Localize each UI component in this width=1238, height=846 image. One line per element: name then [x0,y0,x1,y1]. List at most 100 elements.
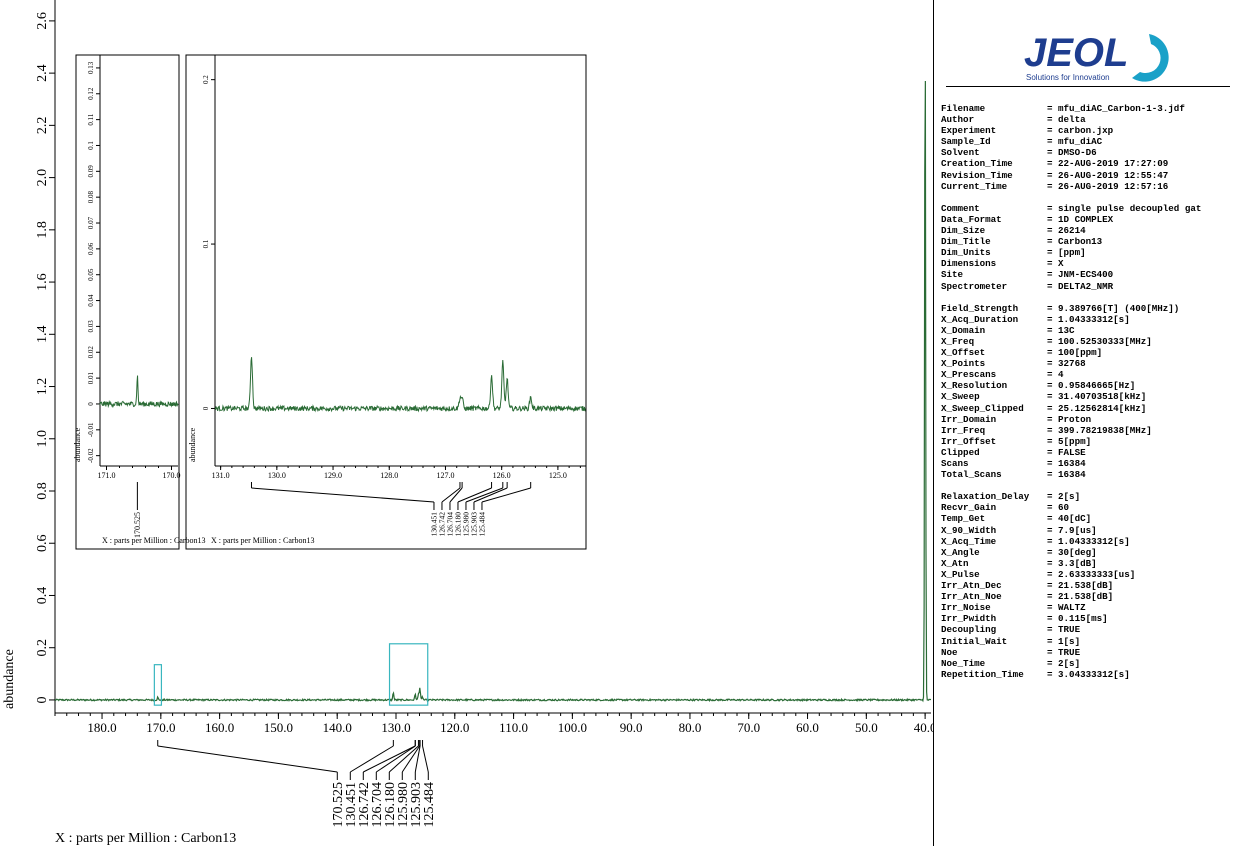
metadata-key: X_Freq [941,335,975,347]
metadata-row: X_Domain = 13C [941,325,1201,336]
metadata-key: X_Acq_Time [941,535,997,547]
metadata-key: Dim_Units [941,247,991,259]
metadata-key: Site [941,269,964,281]
main-spectrum-x-tick-label: 60.0 [796,720,819,735]
inset-left-y-tick-label: 0.01 [87,371,95,384]
inset-right-peak-leader [251,487,435,503]
main-spectrum-y-tick-label: 2.2 [35,117,50,135]
metadata-value: = 16384 [1047,458,1086,469]
jeol-logo: JEOL Solutions for Innovation [946,12,1230,87]
metadata-row: X_Sweep_Clipped = 25.12562814[kHz] [941,403,1201,414]
metadata-value: = WALTZ [1047,602,1086,614]
main-spectrum-peak-leader [157,745,338,773]
main-spectrum-peak-leader [350,745,394,773]
metadata-key: Irr_Pwidth [941,613,997,625]
inset-right-peak-label: 125.484 [478,512,487,537]
metadata-key: Data_Format [941,213,1002,225]
metadata-value: = delta [1047,114,1086,126]
metadata-row: Relaxation_Delay = 2[s] [941,491,1201,502]
main-spectrum-x-tick-label: 150.0 [264,720,293,735]
inset-right-peak-leader [473,487,508,503]
metadata-value: = 16384 [1047,469,1086,481]
main-spectrum-x-tick-label: 160.0 [205,720,234,735]
metadata-row: Irr_Freq = 399.78219838[MHz] [941,425,1201,436]
metadata-key: X_Domain [941,324,986,336]
main-spectrum-y-tick-label: 0.6 [35,534,50,552]
metadata-key: Total_Scans [941,469,1002,481]
main-spectrum-y-tick-label: 0.2 [35,639,50,657]
metadata-value: = 9.389766[T] (400[MHz]) [1047,302,1180,314]
metadata-value: = 2[s] [1047,657,1081,669]
inset-left-y-tick-label: 0.13 [87,61,95,74]
metadata-key: Current_Time [941,180,1008,192]
metadata-key: Irr_Atn_Dec [941,580,1002,592]
metadata-key: X_Resolution [941,380,1008,392]
metadata-key: Irr_Freq [941,424,986,436]
main-spectrum-x-tick-label: 170.0 [146,720,175,735]
inset-left-y-tick-label: 0.09 [87,165,95,178]
metadata-row: Noe = TRUE [941,647,1201,658]
inset-left-x-label: X : parts per Million : Carbon13 [102,536,206,545]
metadata-value: = Proton [1047,413,1092,425]
metadata-value: = 26214 [1047,225,1086,237]
metadata-key: Initial_Wait [941,635,1008,647]
metadata-row: Author = delta [941,114,1201,125]
inset-left-y-tick-label: -0.01 [87,422,95,437]
metadata-value: = 3.04333312[s] [1047,668,1130,680]
inset-right-peak-label: 130.451 [430,512,439,537]
inset-right-peak-leader [481,487,531,503]
main-spectrum-y-tick-label: 1.8 [35,221,50,239]
metadata-spacer [941,480,1201,491]
main-spectrum-y-tick-label: 0.8 [35,482,50,500]
inset-right-trace [214,357,587,413]
inset-right-x-tick-label: 128.0 [380,471,398,480]
metadata-value: = DMSO-D6 [1047,147,1097,159]
metadata-value: = mfu_diAC [1047,136,1103,148]
metadata-value: = 40[dC] [1047,513,1092,525]
metadata-key: Noe_Time [941,657,986,669]
inset-left-y-tick-label: 0.05 [87,268,95,281]
metadata-value: = TRUE [1047,624,1081,636]
metadata-spacer [941,192,1201,203]
main-spectrum-y-tick-label: 1.0 [35,430,50,448]
metadata-key: Comment [941,202,980,214]
metadata-value: = JNM-ECS400 [1047,269,1114,281]
inset-left-y-tick-label: 0.12 [87,87,95,100]
metadata-value: = 3.3[dB] [1047,557,1097,569]
main-spectrum-y-tick-label: 1.6 [35,273,50,291]
main-spectrum-peak-leader [376,745,416,773]
metadata-key: Recvr_Gain [941,502,997,514]
metadata-value: = 7.9[us] [1047,524,1097,536]
metadata-value: = 1.04333312[s] [1047,535,1130,547]
metadata-key: Sample_Id [941,136,991,148]
metadata-key: Irr_Noise [941,602,991,614]
main-spectrum-x-tick-label: 110.0 [499,720,528,735]
main-spectrum-y-tick-label: 2.4 [35,64,50,82]
metadata-key: X_Angle [941,546,980,558]
main-spectrum-x-tick-label: 140.0 [323,720,352,735]
metadata-row: Site = JNM-ECS400 [941,269,1201,280]
inset-left-y-tick-label: 0.07 [87,216,95,229]
main-spectrum-peak-leader [363,745,416,773]
metadata-key: X_Points [941,358,986,370]
metadata-key: Repetition_Time [941,668,1024,680]
main-spectrum-peak-label: 125.484 [422,782,437,828]
main-spectrum-peak-label: 126.180 [383,782,398,828]
metadata-value: = 399.78219838[MHz] [1047,424,1152,436]
inset-left-y-tick-label: 0.11 [87,113,95,125]
metadata-value: = 60 [1047,502,1070,514]
metadata-row: Dim_Title = Carbon13 [941,236,1201,247]
main-spectrum-peak-leader [414,745,421,773]
metadata-key: X_Atn [941,557,969,569]
metadata-key: Field_Strength [941,302,1019,314]
jeol-logo-tagline: Solutions for Innovation [1026,73,1110,82]
spectrum-plot: 0 0.2 0.4 0.6 0.8 1.0 1.2 1.4 1.6 1.8 2.0 2.2 2.4 2.6… [2,0,933,846]
metadata-value: = 21.538[dB] [1047,580,1114,592]
main-spectrum-x-tick-label: 40.0 [914,720,933,735]
metadata-key: Filename [941,103,986,114]
metadata-row: X_Resolution = 0.95846665[Hz] [941,380,1201,391]
metadata-row: Experiment = carbon.jxp [941,125,1201,136]
inset-right-peak-leader [441,487,461,503]
main-spectrum-x-tick-label: 80.0 [679,720,702,735]
inset-left-y-tick-label: 0.02 [87,346,95,359]
